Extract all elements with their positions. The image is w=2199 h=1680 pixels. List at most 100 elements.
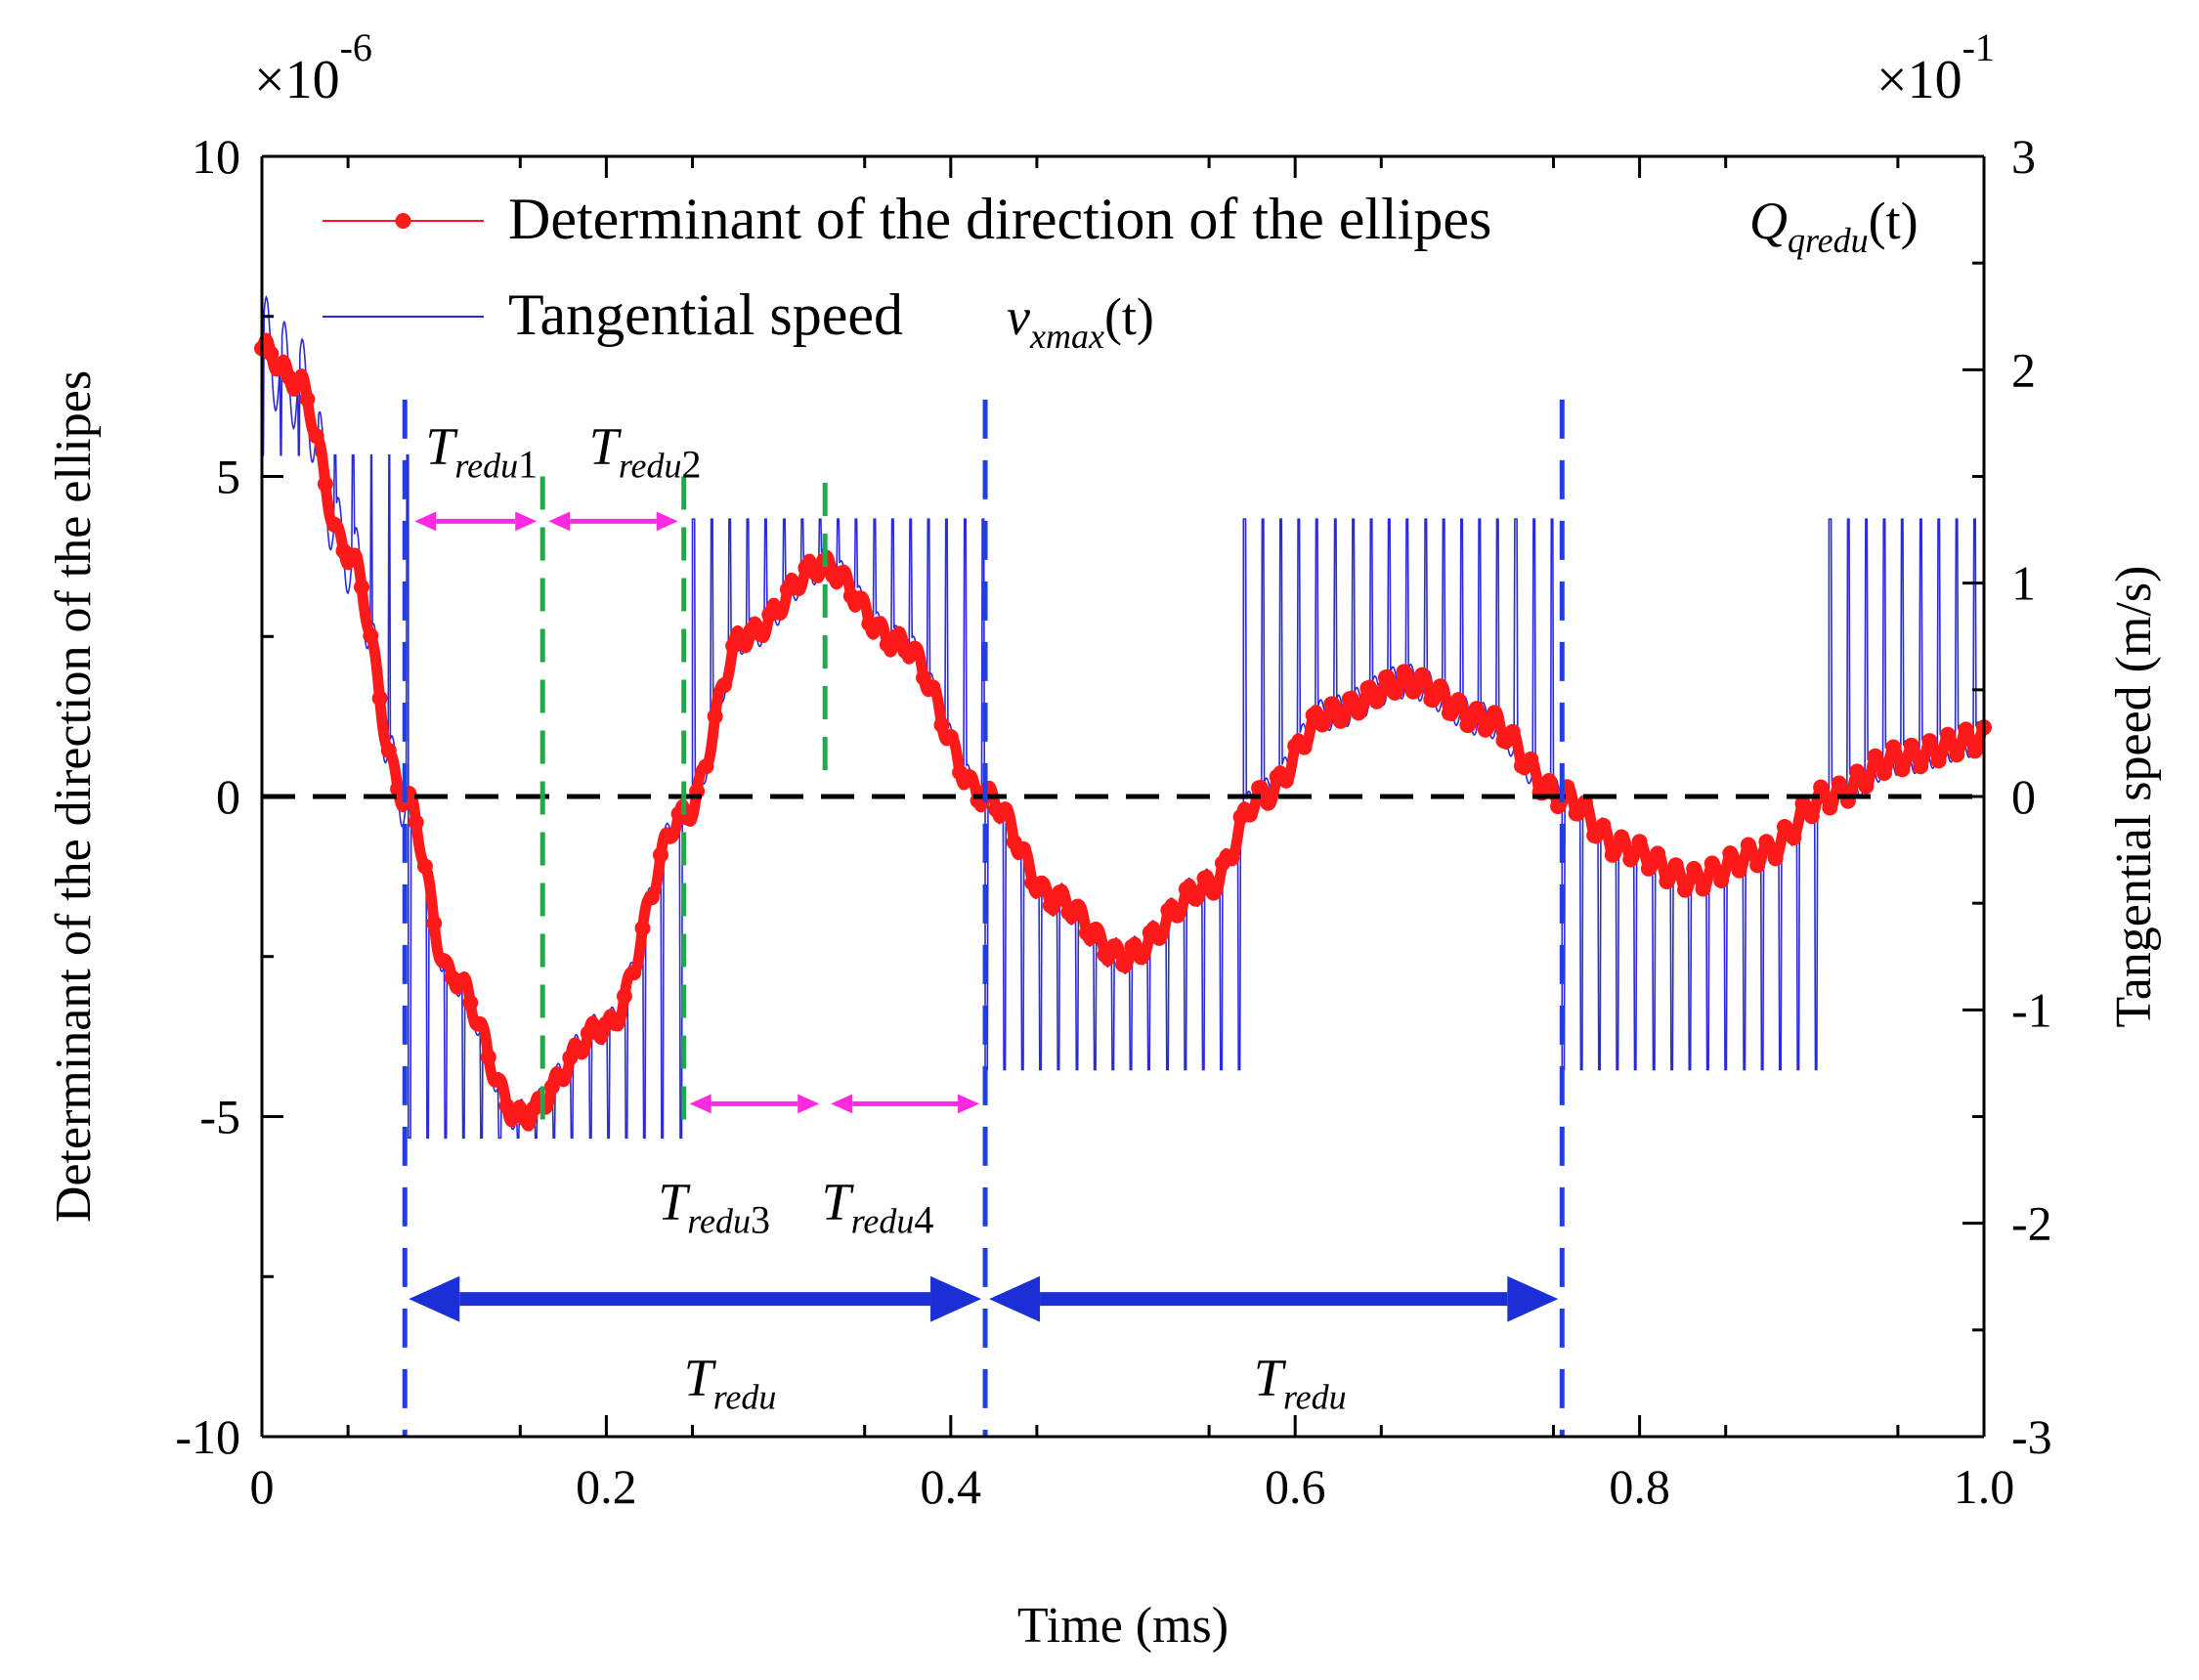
determinant-point — [1913, 758, 1929, 775]
determinant-point — [653, 846, 668, 863]
period-label-2: Tredu — [1254, 1348, 1347, 1416]
determinant-point — [263, 345, 280, 362]
legend: Determinant of the direction of the elli… — [323, 187, 1919, 356]
determinant-point — [480, 1049, 496, 1065]
period-arrow-2-head-left — [989, 1275, 1041, 1322]
y-right-tick-label: 1 — [2011, 556, 2036, 611]
right-multiplier-exp: -1 — [1962, 25, 1995, 69]
y-left-tick-label: -5 — [199, 1090, 240, 1144]
t2-arrow — [548, 511, 678, 532]
determinant-point — [371, 690, 388, 707]
determinant-point — [1133, 949, 1149, 966]
y-left-tick-label: 10 — [192, 129, 240, 184]
t4-arrow-head-right — [958, 1094, 980, 1114]
period-label-2-main: T — [1254, 1348, 1287, 1406]
period-arrow-1-head-right — [930, 1275, 982, 1322]
t4-label: Tredu4 — [822, 1172, 934, 1241]
t1-label: Tredu1 — [425, 416, 538, 486]
t3-label-main: T — [658, 1172, 691, 1230]
determinant-point — [933, 716, 950, 733]
determinant-point — [1749, 857, 1766, 874]
determinant-point — [1205, 884, 1222, 901]
determinant-point — [1731, 862, 1747, 879]
determinant-point — [516, 1110, 533, 1127]
determinant-point — [1586, 827, 1603, 843]
determinant-point — [354, 579, 369, 595]
determinant-point — [317, 476, 333, 493]
determinant-point — [1540, 773, 1557, 789]
determinant-point — [1803, 808, 1820, 825]
x-tick-label: 0.2 — [576, 1459, 637, 1514]
t1-label-num: 1 — [518, 442, 538, 486]
determinant-point — [1568, 805, 1584, 822]
y-right-tick-label: -2 — [2011, 1196, 2052, 1251]
determinant-point — [363, 627, 379, 644]
tangential-speed-line — [262, 295, 1985, 1140]
determinant-point — [698, 758, 714, 775]
legend-blue-symbol-arg: (t) — [1104, 287, 1154, 346]
left-multiplier-exp: -6 — [340, 25, 372, 69]
t2-label-main: T — [589, 416, 623, 475]
y-left-tick-label: 0 — [216, 769, 240, 824]
legend-red-symbol-sub: qredu — [1788, 221, 1869, 260]
determinant-point — [716, 677, 732, 694]
determinant-point — [1631, 834, 1648, 850]
determinant-point — [326, 516, 343, 533]
determinant-point — [1169, 907, 1186, 924]
legend-red-marker — [395, 213, 411, 229]
determinant-point — [1758, 834, 1775, 850]
determinant-point — [1359, 680, 1376, 697]
determinant-point — [1124, 938, 1141, 955]
legend-red-symbol-arg: (t) — [1869, 192, 1919, 250]
determinant-point — [1722, 845, 1739, 862]
determinant-point — [1777, 819, 1792, 835]
period-label-2-sub: redu — [1283, 1377, 1347, 1416]
t4-label-num: 4 — [914, 1197, 933, 1241]
x-axis-title: Time (ms) — [1017, 1598, 1229, 1654]
y-left-tick-label: -10 — [175, 1409, 240, 1464]
determinant-point — [1849, 763, 1866, 780]
determinant-point — [426, 915, 443, 931]
t3-arrow — [689, 1094, 820, 1114]
y-right-tick-label: 0 — [2011, 769, 2036, 824]
determinant-point — [1767, 850, 1784, 867]
determinant-point — [1404, 683, 1421, 700]
period-arrow-2-head-right — [1507, 1275, 1559, 1322]
left-multiplier-base: ×10 — [254, 50, 340, 110]
t3-label-sub: redu — [687, 1201, 751, 1240]
determinant-point — [308, 428, 324, 445]
t4-arrow — [831, 1094, 980, 1114]
determinant-point — [462, 995, 479, 1011]
legend-red-symbol-main: Q — [1749, 192, 1788, 250]
determinant-point — [1368, 693, 1385, 710]
determinant-point — [1042, 897, 1058, 914]
determinant-point — [1949, 747, 1965, 763]
determinant-point — [1115, 956, 1131, 972]
determinant-point — [1069, 898, 1086, 915]
determinant-point — [1450, 692, 1467, 709]
determinant-point — [1939, 726, 1956, 743]
determinant-point — [789, 580, 805, 596]
determinant-point — [1241, 806, 1258, 823]
determinant-point — [1033, 875, 1050, 891]
determinant-point — [1088, 922, 1104, 937]
determinant-point — [1876, 765, 1892, 781]
determinant-point — [1323, 696, 1340, 712]
right-multiplier-base: ×10 — [1876, 50, 1962, 110]
t4-label-main: T — [822, 1172, 855, 1230]
determinant-point — [1686, 860, 1703, 877]
t4-label-sub: redu — [851, 1201, 915, 1240]
determinant-point — [1432, 678, 1448, 695]
determinant-point — [942, 729, 959, 745]
y-right-tick-label: -3 — [2011, 1409, 2052, 1464]
determinant-point — [770, 604, 787, 621]
determinant-point — [1930, 753, 1947, 769]
determinant-point — [1414, 667, 1430, 683]
x-tick-label: 0 — [250, 1459, 275, 1514]
t2-label-sub: redu — [619, 446, 682, 485]
determinant-point — [888, 628, 905, 645]
t4-arrow-head-left — [831, 1094, 853, 1114]
period-label-1: Tredu — [684, 1348, 777, 1416]
determinant-point — [1667, 857, 1684, 874]
